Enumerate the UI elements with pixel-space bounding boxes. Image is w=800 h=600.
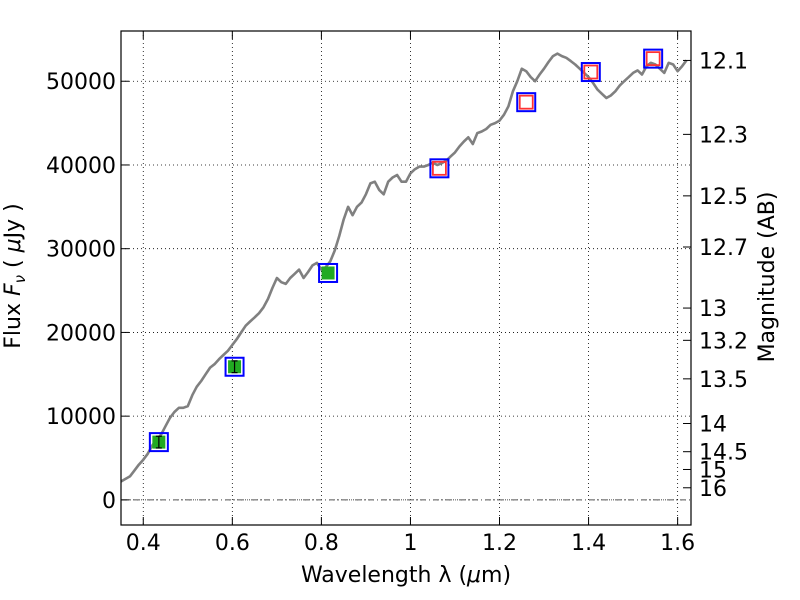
magnitude-tick-label: 13.5 xyxy=(699,368,748,393)
magnitude-tick-label: 12.3 xyxy=(699,123,748,148)
x-tick-label: 1 xyxy=(403,531,417,556)
magnitude-tick-label: 14 xyxy=(699,413,727,438)
y-tick-label: 10000 xyxy=(46,405,116,430)
x-tick-label: 0.4 xyxy=(126,531,161,556)
magnitude-tick-label: 13.2 xyxy=(699,329,748,354)
photometry-points xyxy=(148,48,664,453)
photometry-point xyxy=(318,262,339,283)
x-axis-label: Wavelength λ (μm) xyxy=(301,563,511,588)
y-tick-label: 0 xyxy=(102,489,116,514)
magnitude-tick-label: 13 xyxy=(699,297,727,322)
magnitude-tick-label: 12.5 xyxy=(699,185,748,210)
magnitude-axis-label: Magnitude (AB) xyxy=(755,192,780,363)
magnitude-tick-label: 14.5 xyxy=(699,441,748,466)
photometry-point xyxy=(429,158,450,179)
magnitude-tick-label: 12.7 xyxy=(699,236,748,261)
magnitude-tick-label: 16 xyxy=(699,477,727,502)
observed-flux-marker xyxy=(322,266,335,279)
magnitude-tick-label: 15 xyxy=(699,458,727,483)
x-tick-label: 1.2 xyxy=(482,531,517,556)
photometry-point xyxy=(148,432,169,453)
y-tick-label: 20000 xyxy=(46,321,116,346)
x-tick-label: 0.6 xyxy=(215,531,250,556)
observed-box-marker xyxy=(580,62,601,83)
y-tick-label: 40000 xyxy=(46,154,116,179)
x-tick-label: 1.4 xyxy=(571,531,606,556)
observed-box-marker xyxy=(429,158,450,179)
x-tick-label: 1.6 xyxy=(660,531,695,556)
x-tick-label: 0.8 xyxy=(304,531,339,556)
observed-box-marker xyxy=(318,262,339,283)
observed-box-marker xyxy=(148,432,169,453)
photometry-point xyxy=(516,92,537,113)
model-flux-marker xyxy=(518,94,534,110)
observed-box-marker xyxy=(516,92,537,113)
photometry-point xyxy=(224,356,245,377)
model-flux-marker xyxy=(645,51,661,67)
x-axis: 0.4 0.6 0.8 1 1.2 1.4 1.6 xyxy=(126,31,695,556)
photometry-point xyxy=(643,48,664,69)
y-tick-label: 30000 xyxy=(46,238,116,263)
observed-box-marker xyxy=(224,356,245,377)
plot-frame xyxy=(120,30,692,526)
y-axis: 0 10000 20000 30000 40000 50000 xyxy=(46,70,129,514)
model-flux-marker xyxy=(583,64,599,80)
photometry-point xyxy=(580,62,601,83)
observed-box-marker xyxy=(643,48,664,69)
y-tick-label: 50000 xyxy=(46,70,116,95)
model-flux-marker xyxy=(431,160,447,176)
magnitude-tick-label: 12.1 xyxy=(699,49,748,74)
y-axis-label: Flux Fν ( μJy ) xyxy=(1,203,29,348)
grid xyxy=(121,31,691,525)
